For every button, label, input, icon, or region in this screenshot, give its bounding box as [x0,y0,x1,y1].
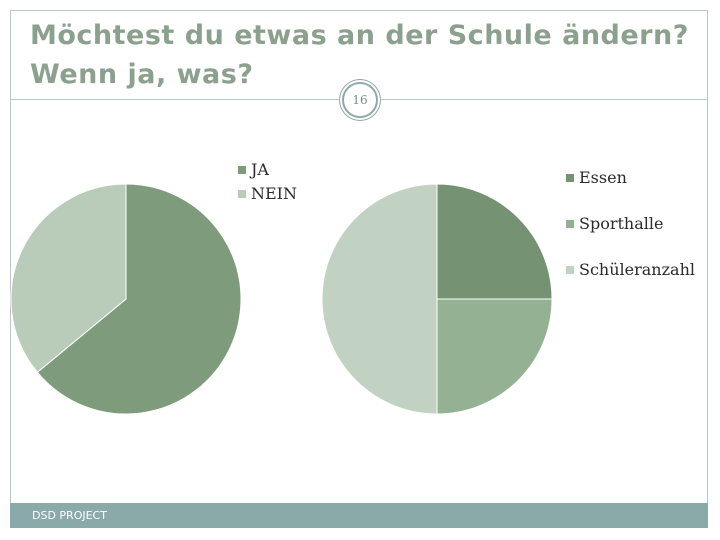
footer-label: DSD PROJECT [32,509,107,522]
legend-label-ja: JA [249,160,269,179]
legend-label-essen: Essen [579,168,627,187]
pie-chart-ja-nein: JA NEIN [10,160,297,415]
slide-title: Möchtest du etwas an der Schule ändern? … [30,16,689,94]
pie-slice-nein [10,183,127,374]
slide-title-line1: Möchtest du etwas an der Schule ändern? [30,20,689,51]
slide-title-line2: Wenn ja, was? [30,59,254,90]
pie-slice-schueleranzahl [321,183,438,415]
legend-swatch-essen [566,174,574,182]
legend-label-schueleranzahl: Schüleranzahl [579,260,695,279]
footer-bar: DSD PROJECT [10,503,708,528]
pie-slice-ja [36,183,242,415]
pie-slice-sporthalle [436,298,553,415]
pie-slice-essen [436,183,553,300]
legend-label-sporthalle: Sporthalle [579,214,663,233]
legend-swatch-ja [238,166,246,174]
legend-swatch-sporthalle [566,220,574,228]
legend-label-nein: NEIN [251,184,297,203]
legend-swatch-nein [238,190,246,198]
legend-swatch-schueleranzahl [566,266,574,274]
pie-chart-changes: Essen Sporthalle Schüleranzahl [321,168,695,415]
slide-number-badge: 16 [342,82,378,118]
